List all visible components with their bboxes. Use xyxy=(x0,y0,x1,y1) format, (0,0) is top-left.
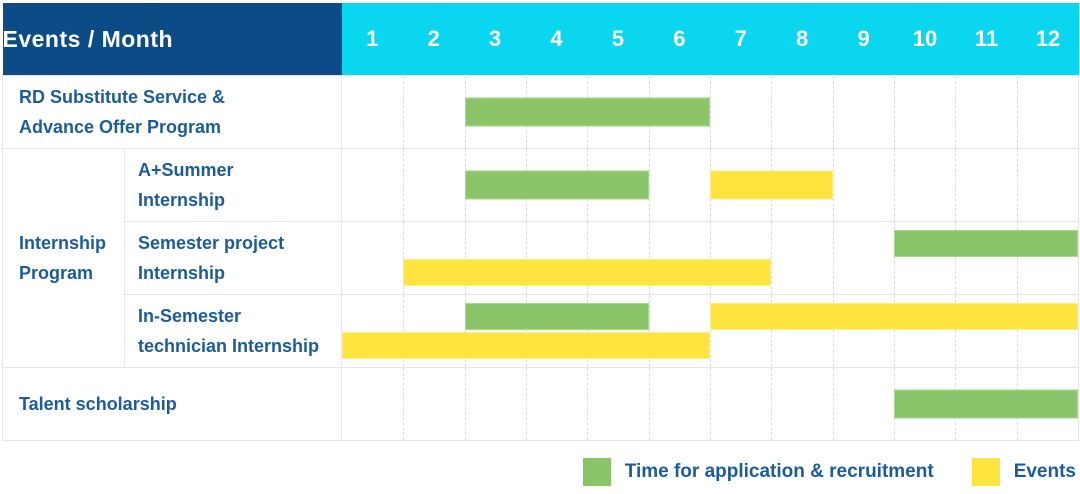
green-bar xyxy=(894,389,1078,419)
table-row: In-Semester technician Internship xyxy=(3,294,1079,368)
month-gridline xyxy=(894,149,895,221)
month-label-2: 2 xyxy=(427,26,440,51)
legend-yellow-swatch xyxy=(971,458,1000,486)
month-gridline xyxy=(710,368,711,440)
yellow-bar xyxy=(710,170,833,200)
legend: Time for application & recruitment Event… xyxy=(2,458,1078,486)
month-gridline xyxy=(771,368,773,440)
month-gridline xyxy=(832,76,834,148)
month-gridline xyxy=(587,368,589,440)
month-gridline xyxy=(648,149,650,221)
chart-row-in-semester-technician-internship xyxy=(341,294,1079,368)
table-row: Semester project Internship xyxy=(3,221,1079,295)
chart-row-semester-project-internship xyxy=(341,221,1079,295)
month-gridline xyxy=(832,222,834,294)
month-gridline xyxy=(403,368,405,440)
legend-green-label: Time for application & recruitment xyxy=(624,461,934,482)
months-header: 1 2 3 4 5 6 7 8 9 10 11 12 xyxy=(341,3,1079,76)
group-label-internship-program: Internship Program xyxy=(2,148,125,368)
month-gridline xyxy=(832,368,834,440)
events-month-table: Events / Month 1 2 3 4 5 6 7 8 9 10 11 1… xyxy=(2,3,1079,441)
month-gridline xyxy=(832,149,834,221)
month-label-7: 7 xyxy=(734,26,747,51)
month-gridline xyxy=(771,222,773,294)
table-title: Events / Month xyxy=(2,3,342,76)
month-gridline xyxy=(464,368,466,440)
month-gridline xyxy=(955,149,957,221)
yellow-bar xyxy=(342,332,710,359)
month-label-9: 9 xyxy=(857,26,870,51)
row-label-a-summer-internship: A+Summer Internship xyxy=(124,148,342,222)
row-label-in-semester-technician-internship: In-Semester technician Internship xyxy=(124,294,342,368)
yellow-bar xyxy=(710,303,1078,330)
month-gridline xyxy=(771,76,773,148)
month-gridline xyxy=(1016,76,1018,148)
month-gridline xyxy=(955,76,957,148)
month-label-8: 8 xyxy=(796,26,809,51)
month-label-10: 10 xyxy=(912,26,938,51)
month-gridline xyxy=(403,149,405,221)
month-label-12: 12 xyxy=(1035,26,1061,51)
month-gridline xyxy=(403,76,405,148)
green-bar xyxy=(464,170,649,200)
table-row: Talent scholarship xyxy=(2,367,1079,441)
month-label-3: 3 xyxy=(488,26,502,51)
month-label-1: 1 xyxy=(366,26,379,51)
chart-row-talent-scholarship xyxy=(341,367,1079,441)
green-bar xyxy=(894,230,1078,257)
month-label-6: 6 xyxy=(673,26,686,51)
month-label-5: 5 xyxy=(611,26,625,51)
chart-row-rd-substitute xyxy=(341,75,1079,149)
month-gridline xyxy=(894,76,895,148)
header-row: Events / Month 1 2 3 4 5 6 7 8 9 10 11 1… xyxy=(2,3,1079,76)
month-gridline xyxy=(710,76,711,148)
yellow-bar xyxy=(403,259,772,286)
month-gridline xyxy=(648,368,650,440)
table-row: Internship Program A+Summer Internship xyxy=(2,148,1079,368)
month-gridline xyxy=(1016,149,1018,221)
table-row: RD Substitute Service & Advance Offer Pr… xyxy=(2,75,1079,149)
months-strip: 1 2 3 4 5 6 7 8 9 10 11 12 xyxy=(342,3,1079,75)
legend-green-swatch xyxy=(582,458,611,486)
month-gridline xyxy=(526,368,527,440)
green-bar xyxy=(464,97,710,127)
month-label-11: 11 xyxy=(974,26,999,51)
row-label-talent-scholarship: Talent scholarship xyxy=(2,367,342,441)
green-bar xyxy=(464,303,649,330)
row-label-rd-substitute: RD Substitute Service & Advance Offer Pr… xyxy=(2,75,342,149)
chart-row-a-summer-internship xyxy=(341,148,1079,222)
month-label-4: 4 xyxy=(550,26,563,51)
row-label-semester-project-internship: Semester project Internship xyxy=(124,221,342,295)
legend-yellow-label: Events xyxy=(1013,461,1076,482)
